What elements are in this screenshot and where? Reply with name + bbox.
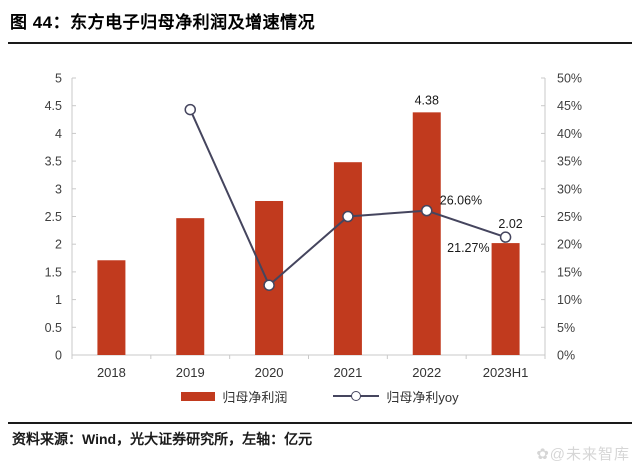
right-axis-tick-label: 45%	[557, 99, 582, 113]
right-axis-tick-label: 5%	[557, 321, 575, 335]
footer-rule	[8, 422, 632, 424]
data-label-4.38: 4.38	[415, 93, 439, 107]
x-category-label: 2023H1	[483, 365, 529, 380]
left-axis-tick-label: 1.5	[45, 265, 62, 279]
watermark-text: @未来智库	[549, 446, 630, 463]
profit-growth-chart: 00.511.522.533.544.550%5%10%15%20%25%30%…	[45, 72, 582, 381]
yoy-marker-2021	[342, 210, 354, 223]
watermark-flower-icon: ✿	[536, 446, 550, 463]
left-axis-tick-label: 0.5	[45, 321, 62, 335]
bar-2022	[412, 112, 441, 356]
x-category-label: 2021	[333, 365, 362, 380]
bar-series-swatch	[181, 391, 216, 401]
title-underline	[8, 42, 632, 44]
chart-legend: 归母净利润 归母净利yoy	[0, 386, 640, 406]
figure-title: 图 44：东方电子归母净利润及增速情况	[10, 13, 316, 32]
bar-2019	[176, 218, 205, 355]
right-axis-tick-label: 10%	[557, 293, 582, 307]
left-axis-tick-label: 2.5	[45, 210, 62, 224]
x-category-label: 2022	[412, 365, 441, 380]
right-axis-tick-label: 20%	[557, 238, 582, 252]
left-axis-tick-label: 0	[55, 349, 62, 363]
source-note: 资料来源：Wind，光大证券研究所，左轴：亿元	[12, 431, 313, 447]
right-axis-tick-label: 15%	[557, 265, 582, 279]
data-label-21.27: 21.27%	[447, 241, 489, 255]
x-category-label: 2020	[255, 365, 284, 380]
right-axis-tick-label: 0%	[557, 349, 575, 363]
right-axis-tick-label: 40%	[557, 127, 582, 141]
bar-2023H1	[491, 243, 520, 355]
x-category-label: 2018	[97, 365, 126, 380]
left-axis-tick-label: 1	[55, 293, 62, 307]
right-axis-tick-label: 25%	[557, 210, 582, 224]
line-swatch-marker	[351, 391, 362, 401]
left-axis-tick-label: 5	[55, 72, 62, 86]
data-label-26.06: 26.06%	[440, 194, 482, 208]
right-axis-tick-label: 50%	[557, 72, 582, 86]
x-category-label: 2019	[176, 365, 205, 380]
watermark: ✿@未来智库	[536, 443, 630, 464]
legend-item-yoy: 归母净利yoy	[333, 387, 459, 406]
left-axis-tick-label: 4	[55, 127, 62, 141]
bar-2018	[97, 260, 126, 355]
left-axis-tick-label: 4.5	[45, 99, 62, 113]
left-axis-tick-label: 3.5	[45, 155, 62, 169]
left-axis-tick-label: 3	[55, 182, 62, 196]
yoy-marker-2023H1	[499, 231, 512, 243]
legend-label-yoy: 归母净利yoy	[386, 389, 459, 405]
yoy-marker-2022	[421, 204, 433, 217]
right-axis-tick-label: 30%	[557, 182, 582, 196]
data-label-2.02: 2.02	[498, 217, 522, 231]
legend-label-net-profit: 归母净利润	[222, 389, 288, 405]
right-axis-tick-label: 35%	[557, 155, 582, 169]
yoy-marker-2019	[184, 103, 196, 116]
line-series-swatch	[333, 391, 380, 401]
bar-2020	[255, 200, 284, 355]
bar-2021	[333, 162, 362, 355]
left-axis-tick-label: 2	[55, 238, 62, 252]
yoy-marker-2020	[263, 279, 275, 291]
legend-item-net-profit: 归母净利润	[181, 387, 287, 406]
